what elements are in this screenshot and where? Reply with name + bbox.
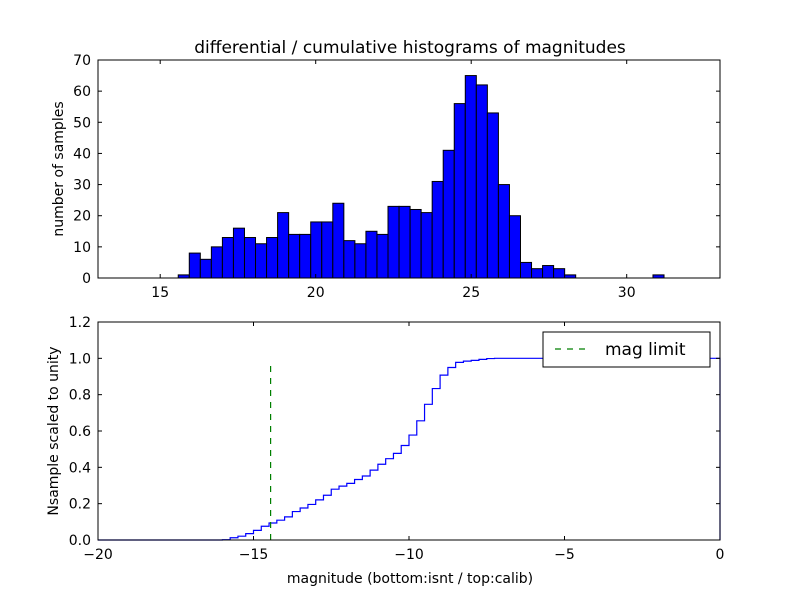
- y-tick-label: 1.2: [69, 315, 91, 331]
- histogram-bar: [288, 233, 301, 279]
- histogram-bar: [354, 243, 367, 279]
- histogram-bar: [508, 215, 521, 279]
- y-tick-label: 0.6: [69, 424, 91, 440]
- y-tick-label: 1.0: [69, 351, 91, 367]
- histogram-bar: [365, 230, 378, 279]
- histogram-bar: [255, 243, 268, 279]
- cumulative-line: [98, 357, 721, 541]
- x-tick-label: 25: [462, 285, 480, 301]
- y-tick-label: 0.8: [69, 388, 91, 404]
- y-tick-label: 20: [73, 209, 91, 225]
- y-tick-label: 0.4: [69, 460, 91, 476]
- y-tick-label: 0.2: [69, 497, 91, 513]
- histogram-bar: [431, 180, 444, 279]
- x-tick-label: −10: [394, 547, 424, 563]
- histogram-bar: [420, 212, 433, 279]
- y-tick-label: 50: [73, 115, 91, 131]
- histogram-bar: [243, 237, 257, 279]
- histogram-bar: [398, 205, 411, 279]
- histogram-axes: 15 20 25 30 0 10 20 30 40 50 60 70: [73, 53, 721, 301]
- y-tick-label: 60: [73, 84, 91, 100]
- histogram-bar: [531, 268, 544, 279]
- histogram-bar: [321, 221, 334, 279]
- x-tick-label: −20: [83, 547, 113, 563]
- histogram-bar: [343, 240, 356, 279]
- histogram-bar: [332, 202, 345, 279]
- histogram-bar: [277, 212, 290, 279]
- axes-frame: [97, 59, 721, 279]
- top-y-axis-label: number of samples: [51, 101, 67, 236]
- x-tick-label: 20: [307, 285, 325, 301]
- histogram-bar: [486, 112, 499, 279]
- bottom-x-axis-label: magnitude (bottom:isnt / top:calib): [287, 571, 533, 587]
- y-tick-label: 0.0: [69, 533, 91, 549]
- y-tick-label: 70: [73, 53, 91, 69]
- histogram-bar: [542, 265, 555, 279]
- histogram-bar: [376, 233, 389, 279]
- chart-title: differential / cumulative histograms of …: [194, 38, 626, 58]
- x-tick-label: 30: [618, 285, 636, 301]
- histogram-bar: [409, 208, 422, 279]
- histogram-bar: [299, 233, 312, 279]
- histogram-bar: [442, 149, 455, 279]
- x-tick-label: −5: [554, 547, 575, 563]
- histogram-bar: [553, 268, 566, 279]
- histogram-bar: [266, 237, 279, 279]
- bottom-y-axis-label: Nsample scaled to unity: [46, 346, 62, 515]
- y-tick-label: 40: [73, 146, 91, 162]
- x-tick-label: 15: [151, 285, 169, 301]
- histogram-bar: [464, 75, 477, 279]
- histogram-bar: [453, 103, 466, 279]
- y-tick-label: 30: [73, 178, 91, 194]
- histogram-bar: [210, 246, 223, 279]
- histogram-bar: [232, 227, 245, 279]
- histogram-bar: [497, 184, 510, 279]
- histogram-bar: [387, 205, 400, 279]
- cumulative-axes: −20 −15 −10 −5 0 0.0 0.2 0.4 0.6 0.8 1.0 1.2: [69, 315, 725, 563]
- legend-mag-limit-label: mag limit: [605, 340, 686, 360]
- histogram-bar: [188, 252, 201, 279]
- histogram-bar: [310, 221, 323, 279]
- y-tick-label: 10: [73, 240, 91, 256]
- histogram-bar: [221, 237, 234, 279]
- histogram-bar: [519, 261, 533, 279]
- histogram-bar: [199, 258, 212, 279]
- x-tick-label: −15: [239, 547, 269, 563]
- legend: mag limit: [542, 331, 711, 368]
- histogram-bar: [475, 84, 488, 279]
- y-tick-label: 0: [82, 271, 91, 287]
- x-tick-label: 0: [716, 547, 725, 563]
